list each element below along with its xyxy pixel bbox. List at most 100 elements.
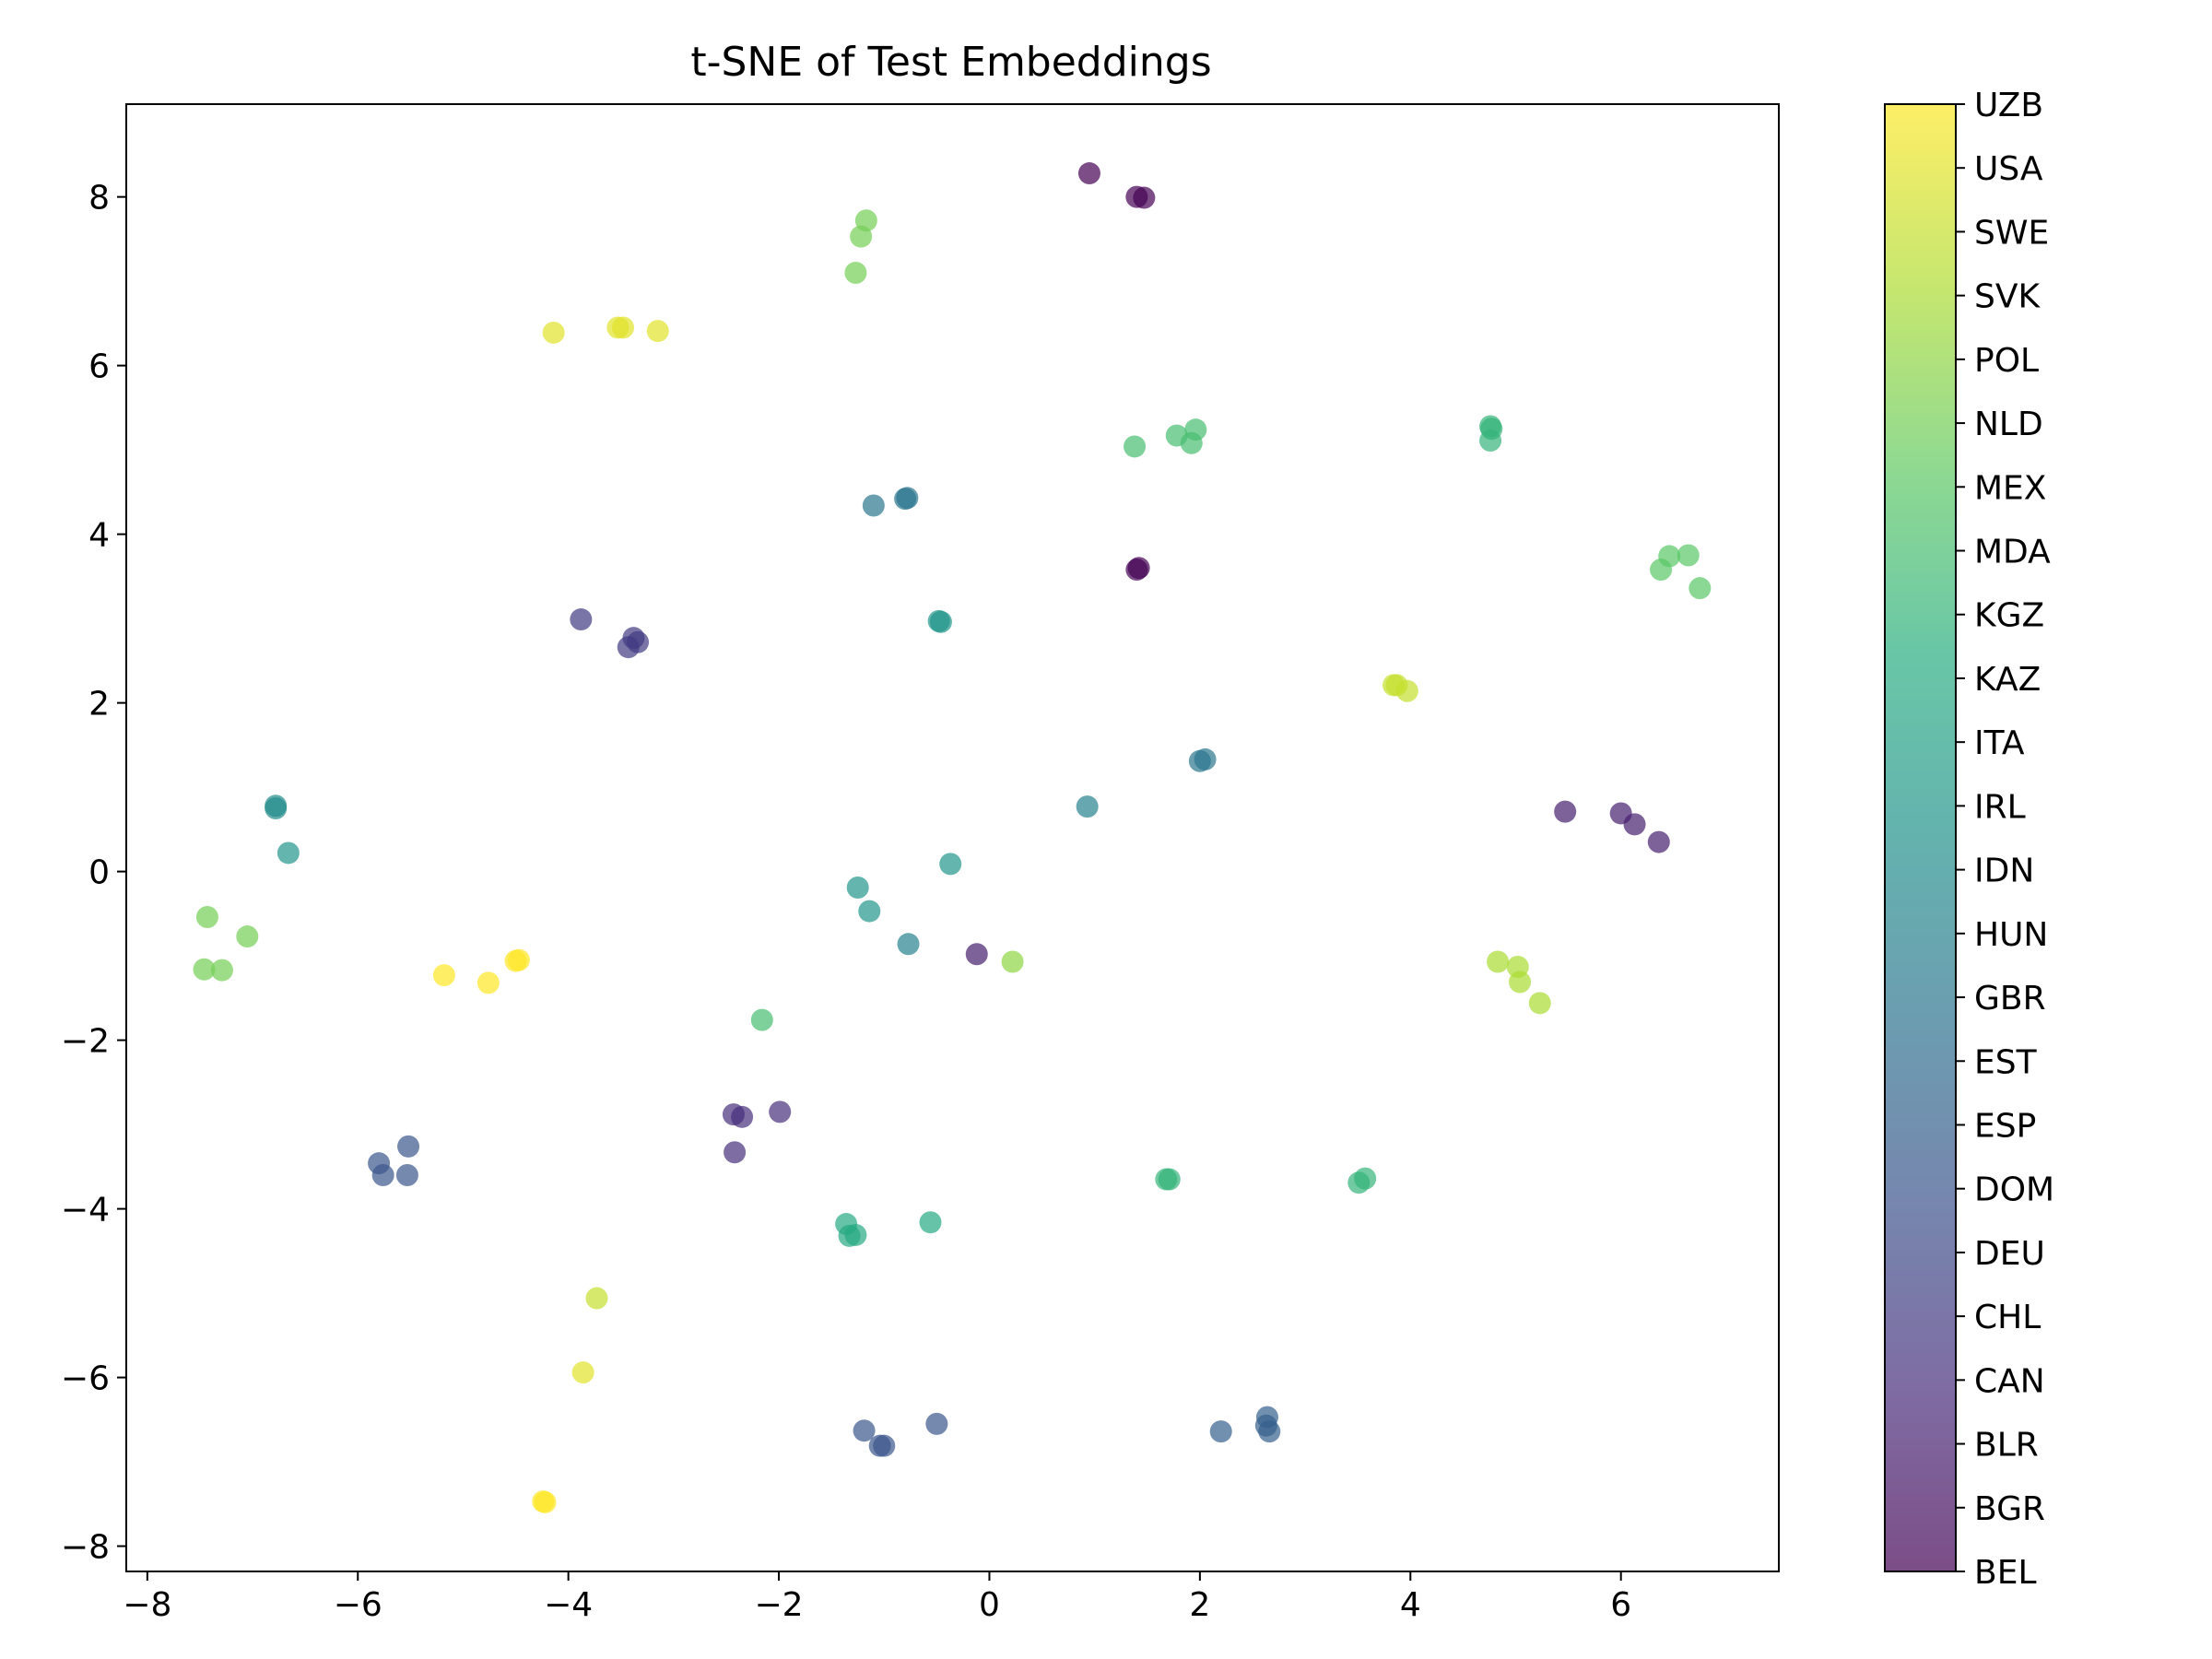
data-point	[1124, 435, 1147, 458]
data-point	[646, 320, 669, 343]
x-tick-label: 4	[1400, 1586, 1421, 1624]
colorbar-tick-label: DEU	[1974, 1235, 2045, 1273]
data-point	[1354, 1167, 1377, 1190]
colorbar-tick-label: MDA	[1974, 534, 2051, 571]
data-point	[750, 1008, 773, 1031]
data-point	[1623, 813, 1646, 836]
data-point	[939, 853, 962, 876]
data-point	[850, 225, 873, 248]
colorbar-tick-label: IDN	[1974, 853, 2034, 890]
colorbar-tick-label: CHL	[1974, 1299, 2041, 1336]
colorbar-tick-label: HUN	[1974, 916, 2048, 954]
x-tick-label: −4	[544, 1586, 593, 1624]
data-point	[236, 925, 259, 948]
y-axis: −8 −6 −4 −2 0 2 4 6 8	[61, 180, 126, 1567]
colorbar-tick-label: SWE	[1974, 214, 2049, 252]
data-point	[862, 494, 885, 517]
y-tick-label: −8	[61, 1529, 110, 1567]
x-tick-label: −8	[123, 1586, 171, 1624]
colorbar	[1885, 104, 1956, 1571]
data-point	[477, 971, 500, 994]
colorbar-tick-label: BEL	[1974, 1554, 2037, 1592]
colorbar-tick-label: KGZ	[1974, 597, 2044, 635]
data-point	[844, 261, 867, 284]
y-tick-label: 0	[88, 854, 110, 892]
data-point	[276, 841, 300, 865]
data-point	[844, 1223, 867, 1246]
data-point	[965, 943, 988, 966]
y-tick-label: 4	[88, 517, 110, 555]
data-point	[1194, 747, 1217, 771]
data-point	[1647, 830, 1670, 853]
x-tick-label: −6	[334, 1586, 382, 1624]
data-point	[897, 933, 920, 956]
data-point	[1479, 429, 1502, 453]
colorbar-tick-label: ESP	[1974, 1107, 2036, 1145]
data-point	[507, 948, 530, 971]
data-point	[925, 1412, 948, 1435]
data-point	[873, 1434, 896, 1457]
colorbar-tick-label: IRL	[1974, 788, 2026, 826]
y-tick-label: 6	[88, 348, 110, 386]
data-point	[1077, 162, 1100, 185]
x-tick-label: 0	[979, 1586, 1000, 1624]
data-point	[1688, 577, 1712, 600]
data-point	[1258, 1420, 1281, 1443]
y-tick-label: 8	[88, 180, 110, 218]
chart-title: t-SNE of Test Embeddings	[690, 39, 1211, 86]
data-point	[570, 608, 593, 631]
y-tick-label: −4	[61, 1192, 110, 1230]
colorbar-tick-label: BGR	[1974, 1490, 2045, 1528]
colorbar-tick-label: NLD	[1974, 406, 2043, 443]
data-point	[1677, 544, 1700, 567]
data-point	[894, 488, 917, 511]
data-point	[371, 1163, 394, 1186]
colorbar-tick-label: SVK	[1974, 278, 2041, 316]
colorbar-tick-label: DOM	[1974, 1171, 2054, 1209]
data-point	[432, 964, 455, 987]
data-point	[571, 1361, 594, 1384]
data-point	[1001, 950, 1024, 973]
data-point	[1180, 431, 1203, 454]
colorbar-tick-label: ITA	[1974, 724, 2025, 762]
colorbar-tick-label: GBR	[1974, 980, 2046, 1018]
data-point	[193, 958, 216, 981]
data-point	[1554, 800, 1577, 823]
colorbar-tick-label: USA	[1974, 150, 2043, 188]
data-point	[585, 1287, 608, 1310]
data-point	[612, 316, 635, 339]
data-point	[265, 796, 288, 819]
x-tick-label: 6	[1610, 1586, 1631, 1624]
data-point	[919, 1211, 942, 1234]
scatter-points	[193, 162, 1712, 1513]
data-point	[1076, 795, 1099, 818]
colorbar-tick-label: EST	[1974, 1043, 2038, 1081]
data-point	[853, 1419, 876, 1442]
plot-frame	[125, 103, 1780, 1572]
colorbar-frame	[1884, 103, 1957, 1572]
data-point	[731, 1105, 754, 1128]
colorbar-tick-label: MEX	[1974, 469, 2046, 507]
y-tick-label: 2	[88, 686, 110, 724]
data-point	[1155, 1168, 1178, 1191]
data-point	[617, 636, 640, 659]
colorbar-tick-label: POL	[1974, 342, 2039, 380]
data-point	[1650, 559, 1673, 582]
data-point	[397, 1135, 420, 1158]
data-point	[542, 321, 565, 344]
data-point	[195, 906, 218, 929]
x-tick-label: 2	[1189, 1586, 1210, 1624]
data-point	[1395, 679, 1418, 702]
data-point	[1209, 1420, 1232, 1443]
colorbar-tick-label: KAZ	[1974, 661, 2041, 699]
data-point	[724, 1141, 747, 1164]
y-tick-label: −6	[61, 1360, 110, 1398]
colorbar-tick-label: BLR	[1974, 1427, 2039, 1465]
data-point	[1125, 559, 1148, 582]
data-point	[1509, 971, 1532, 994]
data-point	[1528, 992, 1551, 1015]
colorbar-tick-label: UZB	[1974, 87, 2043, 124]
colorbar-ticks: BEL BGR BLR CAN CHL DEU DOM ESP EST GBR HUN IDN IRL I…	[1956, 87, 2054, 1592]
colorbar-tick-label: CAN	[1974, 1362, 2045, 1400]
